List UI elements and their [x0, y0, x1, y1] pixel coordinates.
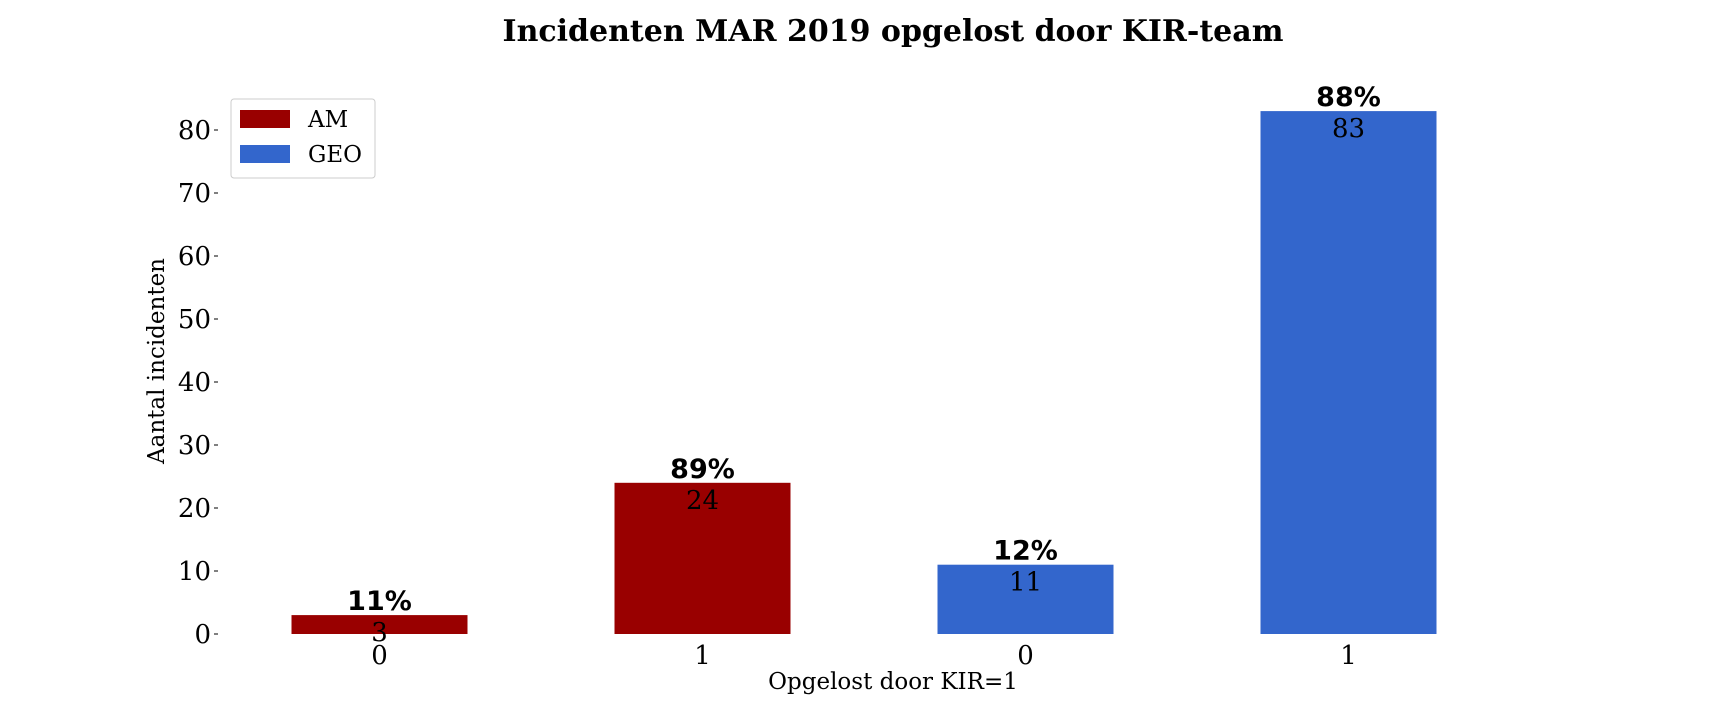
bar-percent-label: 89%	[670, 454, 735, 485]
legend-swatch-geo	[240, 145, 290, 163]
x-tick-label: 0	[1017, 641, 1034, 671]
y-tick-label: 30	[178, 431, 211, 461]
y-tick-label: 80	[178, 116, 211, 146]
y-tick-label: 20	[178, 494, 211, 524]
y-tick-label: 70	[178, 179, 211, 209]
y-tick-label: 60	[178, 242, 211, 272]
bar-labels-group: 11%3 89%24 12%11 88%83	[347, 82, 1381, 648]
legend-swatch-am	[240, 110, 290, 128]
y-tick-label: 40	[178, 368, 211, 398]
bar-value-label: 11	[1009, 568, 1042, 598]
y-tick-label: 0	[194, 620, 211, 650]
bar-percent-label: 88%	[1316, 82, 1381, 113]
chart-title: Incidenten MAR 2019 opgelost door KIR-te…	[503, 14, 1284, 49]
x-axis-label: Opgelost door KIR=1	[768, 669, 1018, 695]
y-axis: 0 10 20 30 40 50 60 70 80	[178, 116, 218, 650]
legend-label-am: AM	[307, 107, 348, 133]
y-tick-label: 50	[178, 305, 211, 335]
bar-am-0	[291, 615, 468, 634]
bar-percent-label: 11%	[347, 586, 412, 617]
x-tick-label: 1	[1340, 641, 1357, 671]
bar-value-label: 24	[686, 486, 719, 516]
bar-geo-2	[937, 564, 1114, 634]
bars-group	[291, 111, 1437, 635]
legend: AM GEO	[230, 98, 376, 179]
x-tick-label: 1	[694, 641, 711, 671]
bar-value-label: 3	[371, 618, 388, 648]
x-tick-label: 0	[371, 641, 388, 671]
y-tick-label: 10	[178, 557, 211, 587]
bar-am-1	[614, 482, 791, 634]
bar-percent-label: 12%	[993, 536, 1058, 567]
x-axis: 0 1 0 1	[371, 641, 1357, 671]
bar-geo-3	[1260, 111, 1437, 635]
bar-value-label: 83	[1332, 114, 1365, 144]
legend-label-geo: GEO	[308, 142, 362, 168]
y-axis-label: Aantal incidenten	[144, 258, 170, 465]
